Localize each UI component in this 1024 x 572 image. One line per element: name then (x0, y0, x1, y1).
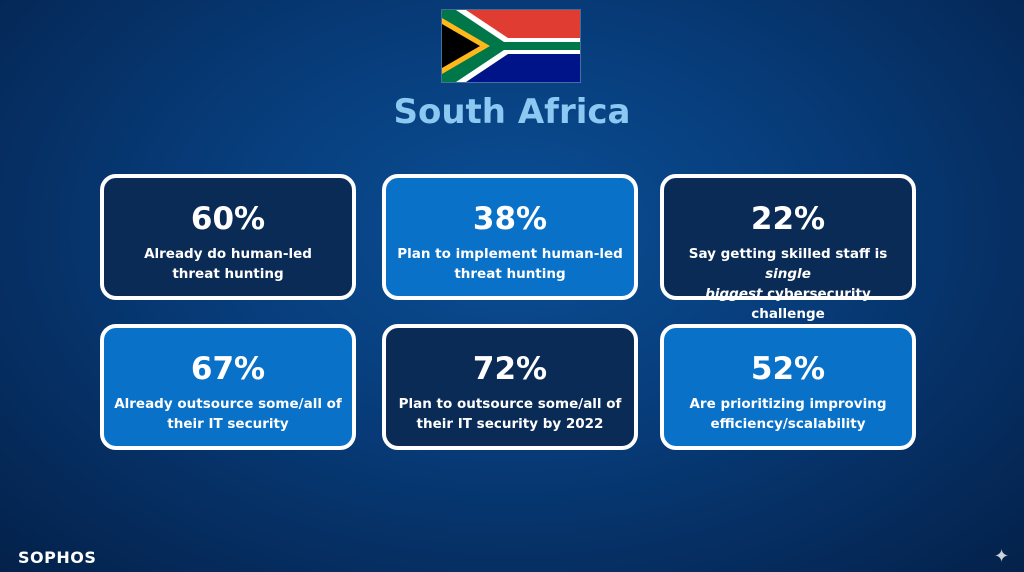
stat-card-plan-human-led-hunting: 38% Plan to implement human-led threat h… (382, 174, 638, 300)
stat-value: 38% (472, 201, 548, 237)
stat-value: 60% (190, 201, 266, 237)
stat-description: Already outsource some/all of their IT s… (104, 394, 352, 434)
stat-value: 72% (472, 351, 548, 387)
sparkle-icon: ✦ (994, 546, 1010, 567)
stat-card-efficiency: 52% Are prioritizing improving efficienc… (660, 324, 916, 450)
stat-description: Are prioritizing improving efficiency/sc… (679, 394, 896, 434)
stat-description: Plan to outsource some/all of their IT s… (389, 394, 632, 434)
stat-desc-line1: Are prioritizing improving (689, 396, 887, 412)
stat-description: Plan to implement human-led threat hunti… (387, 244, 633, 284)
stat-desc-line2: threat hunting (454, 266, 566, 282)
stat-value: 22% (750, 201, 826, 237)
stat-desc-text: Say getting skilled staff is (688, 246, 888, 262)
stat-description: Already do human-led threat hunting (134, 244, 322, 284)
stat-desc-line1: Plan to implement human-led (397, 246, 623, 262)
stat-desc-line2: their IT security (167, 416, 289, 432)
stat-desc-text: cybersecurity challenge (751, 286, 871, 322)
stat-desc-emphasis: single (765, 266, 811, 282)
stat-desc-line2: efficiency/scalability (710, 416, 866, 432)
stat-value: 52% (750, 351, 826, 387)
stat-desc-emphasis: biggest (705, 286, 763, 302)
stat-desc-line2: their IT security by 2022 (416, 416, 604, 432)
page-title: South Africa (393, 92, 631, 132)
stat-desc-line1: Already do human-led (144, 246, 312, 262)
stat-desc-line1: Plan to outsource some/all of (398, 396, 622, 412)
south-africa-flag (442, 10, 580, 82)
stat-desc-line1: Already outsource some/all of (114, 396, 342, 412)
stat-description: Say getting skilled staff is single bigg… (664, 244, 912, 324)
sophos-logo: SOPHOS (18, 548, 97, 567)
stat-card-skilled-staff: 22% Say getting skilled staff is single … (660, 174, 916, 322)
stat-desc-line2: threat hunting (172, 266, 284, 282)
stat-card-outsource-security: 67% Already outsource some/all of their … (100, 324, 356, 450)
stat-card-human-led-hunting: 60% Already do human-led threat hunting (100, 174, 356, 300)
stat-card-plan-outsource-security: 72% Plan to outsource some/all of their … (382, 324, 638, 450)
stat-value: 67% (190, 351, 266, 387)
